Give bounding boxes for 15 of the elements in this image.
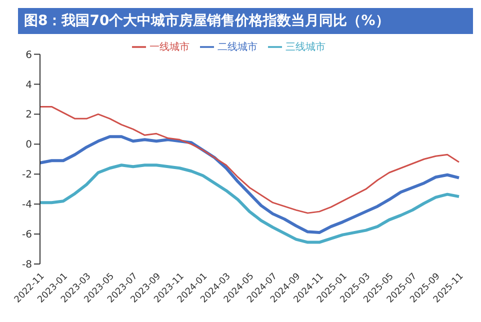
y-tick-label: -4 xyxy=(22,200,32,211)
line-series xyxy=(38,164,460,244)
y-tick-label: 2 xyxy=(26,110,32,121)
legend-label: 三线城市 xyxy=(286,42,326,53)
y-tick-label: 0 xyxy=(26,140,32,151)
y-tick-label: -8 xyxy=(22,260,32,271)
line-series xyxy=(38,135,460,234)
line-series xyxy=(39,106,460,214)
y-tick-label: 4 xyxy=(26,80,32,91)
y-tick-label: 6 xyxy=(26,50,32,61)
y-tick-label: -6 xyxy=(22,230,32,241)
chart-title: 图8：我国70个大中城市房屋销售价格指数当月同比（%） xyxy=(18,8,473,34)
legend-label: 一线城市 xyxy=(150,42,190,53)
legend-label: 二线城市 xyxy=(218,42,258,53)
y-tick-label: -2 xyxy=(22,170,32,181)
